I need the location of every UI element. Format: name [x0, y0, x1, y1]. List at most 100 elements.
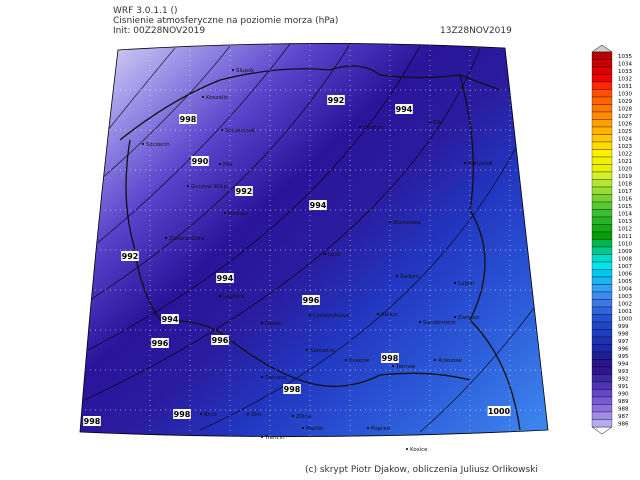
city-label: Olsztyn	[363, 125, 384, 131]
colorbar-label: 1019	[618, 174, 632, 180]
isobar-label: 992	[236, 187, 253, 196]
colorbar-cell	[591, 141, 613, 150]
city-dot	[389, 221, 391, 223]
colorbar-label: 1024	[618, 137, 632, 143]
colorbar-cell	[591, 411, 613, 420]
colorbar-label: 1017	[618, 189, 632, 195]
colorbar-cell	[591, 299, 613, 308]
city-dot	[292, 415, 294, 417]
colorbar-label: 990	[618, 392, 629, 398]
colorbar-cell	[591, 104, 613, 113]
city-label: Koszalin	[206, 95, 229, 101]
city-label: Szczecin	[146, 142, 170, 148]
colorbar-cell	[591, 81, 613, 90]
city-label: Zamosc	[458, 315, 480, 321]
city-dot	[324, 253, 326, 255]
colorbar-cell	[591, 314, 613, 323]
isobar-label-bg	[216, 273, 234, 283]
city-label: Pila	[223, 162, 233, 168]
colorbar-label: 1001	[618, 309, 632, 315]
colorbar-cell	[591, 284, 613, 293]
isobar-label-bg	[302, 295, 320, 305]
isobar-label: 992	[122, 252, 139, 261]
colorbar-label: 1008	[618, 257, 632, 263]
city-label: Lublin	[458, 281, 475, 287]
city-dot	[219, 295, 221, 297]
city-label: Radom	[400, 274, 419, 280]
city-label: Katowice	[310, 348, 335, 354]
city-label: Poznan	[228, 211, 248, 217]
colorbar-cell	[591, 51, 613, 60]
colorbar-cell	[591, 396, 613, 405]
colorbar-label: 1006	[618, 272, 632, 278]
init-time: Init: 00Z28NOV2019	[113, 26, 205, 36]
valid-time: 13Z28NOV2019	[440, 26, 512, 36]
isobar-label: 998	[174, 410, 191, 419]
isobar-label-bg	[179, 114, 197, 124]
city-label: Warszawa	[393, 220, 421, 226]
colorbar-cell	[591, 381, 613, 390]
city-label: Slupsk	[236, 68, 255, 74]
isobar-label: 998	[284, 385, 301, 394]
colorbar-label: 1002	[618, 302, 632, 308]
colorbar-label: 1029	[618, 99, 632, 105]
city-dot	[392, 365, 394, 367]
colorbar-label: 1021	[618, 159, 632, 165]
city-dot	[224, 212, 226, 214]
colorbar-label: 1007	[618, 264, 632, 270]
city-dot	[367, 427, 369, 429]
isobar-label: 994	[217, 274, 234, 283]
colorbar-label: 991	[618, 384, 629, 390]
city-label: Martin	[306, 426, 324, 432]
colorbar-label: 999	[618, 324, 629, 330]
city-dot	[454, 316, 456, 318]
city-dot	[187, 185, 189, 187]
colorbar-label: 986	[618, 422, 629, 428]
city-label: Kielce	[381, 312, 398, 318]
isobar-label-bg	[121, 251, 139, 261]
city-label: Trencin	[264, 435, 285, 441]
colorbar-cell	[591, 59, 613, 68]
colorbar-cell	[591, 134, 613, 143]
city-dot	[406, 448, 408, 450]
colorbar-cell	[591, 231, 613, 240]
city-label: Zilina	[296, 414, 311, 420]
colorbar-cell	[591, 404, 613, 413]
colorbar-label: 1030	[618, 92, 632, 98]
colorbar-cell	[591, 336, 613, 345]
city-label: Rzeszow	[438, 358, 462, 364]
colorbar-label: 989	[618, 399, 629, 405]
colorbar-cell	[591, 119, 613, 128]
city-label: Krakow	[349, 358, 370, 364]
model-label: WRF 3.0.1.1 ()	[113, 6, 178, 16]
colorbar-cell	[591, 186, 613, 195]
city-dot	[306, 349, 308, 351]
colorbar-cell	[591, 224, 613, 233]
colorbar-cell	[591, 209, 613, 218]
city-dot	[261, 436, 263, 438]
colorbar-label: 1003	[618, 294, 632, 300]
colorbar-label: 1027	[618, 114, 632, 120]
city-dot	[247, 413, 249, 415]
city-dot	[232, 69, 234, 71]
colorbar-label: 1013	[618, 219, 632, 225]
isobar-label-bg	[83, 416, 101, 426]
colorbar-cell	[591, 419, 613, 428]
colorbar-label: 1023	[618, 144, 632, 150]
city-dot	[309, 314, 311, 316]
city-label: Sandomierz	[423, 320, 456, 326]
colorbar-cell	[591, 389, 613, 398]
colorbar-label: 1031	[618, 84, 632, 90]
isobar-label-bg	[283, 384, 301, 394]
isobar-label: 998	[84, 417, 101, 426]
colorbar-label: 995	[618, 354, 629, 360]
colorbar-label: 1035	[618, 54, 632, 60]
colorbar-cell	[591, 216, 613, 225]
city-label: Czestochowa	[313, 313, 349, 319]
city-dot	[464, 162, 466, 164]
city-label: Lodz	[328, 252, 341, 258]
colorbar-cell	[591, 374, 613, 383]
